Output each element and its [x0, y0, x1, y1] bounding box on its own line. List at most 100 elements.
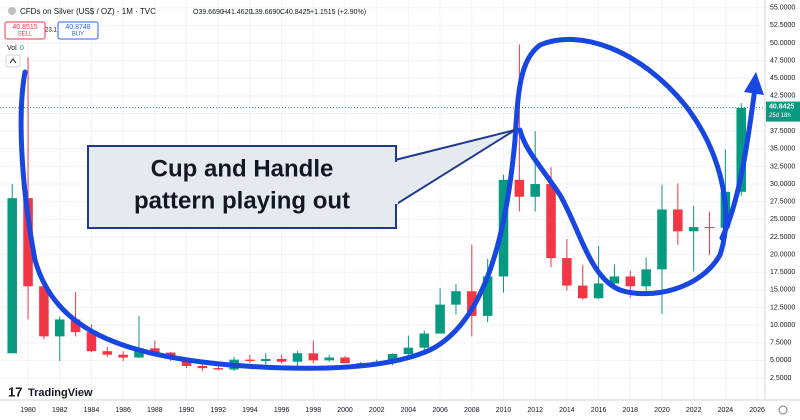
candle-body — [86, 332, 97, 352]
x-tick-label: 2020 — [654, 407, 670, 414]
buy-price: 40.8748 — [65, 24, 90, 31]
y-tick-label: 20.0000 — [770, 251, 795, 258]
y-tick-label: 22.5000 — [770, 234, 795, 241]
candle-body — [213, 368, 223, 370]
candle-body — [39, 286, 49, 337]
x-tick-label: 2000 — [337, 407, 353, 414]
collapse-button[interactable] — [5, 54, 21, 68]
x-tick-label: 2002 — [369, 407, 385, 414]
x-tick-label: 2006 — [432, 407, 448, 414]
spread: 23.1 — [45, 28, 57, 34]
x-tick-label: 1980 — [20, 407, 36, 414]
x-tick-label: 1994 — [242, 407, 258, 414]
candle-body — [467, 291, 477, 316]
candle-body — [435, 304, 445, 334]
sell-label: SELL — [18, 32, 33, 38]
x-tick-label: 1988 — [147, 407, 163, 414]
x-tick-label: 2014 — [559, 407, 575, 414]
candle-body — [736, 107, 746, 192]
candle-body — [546, 184, 556, 259]
candle-body — [70, 319, 81, 333]
y-tick-label: 42.5000 — [770, 93, 795, 100]
candle-body — [276, 358, 287, 362]
sell-price: 40.8515 — [12, 24, 37, 31]
annotation-line: Cup and Handle — [151, 155, 334, 182]
buy-label: BUY — [72, 32, 84, 38]
candle-body — [482, 276, 493, 316]
x-tick-label: 2008 — [464, 407, 480, 414]
x-tick-label: 2012 — [527, 407, 543, 414]
ohlc-low: L39.6690 — [251, 9, 280, 16]
ohlc-open: O39.6690 — [193, 9, 224, 16]
x-tick-label: 1998 — [306, 407, 322, 414]
y-tick-label: 50.0000 — [770, 40, 795, 47]
candle-body — [134, 348, 144, 358]
y-tick-label: 12.5000 — [770, 304, 795, 311]
candle-body — [403, 347, 414, 354]
candle-body — [530, 184, 540, 197]
candle-body — [150, 348, 160, 353]
candle-body — [54, 319, 65, 337]
candle-body — [118, 354, 128, 358]
candle-body — [577, 285, 588, 299]
candle-body — [102, 351, 113, 355]
ohlc-high: H41.4620 — [222, 9, 252, 16]
candle-body — [23, 198, 33, 287]
candle-body — [292, 353, 303, 362]
candle-body — [451, 291, 461, 305]
y-tick-label: 7.5000 — [770, 340, 792, 347]
callout-box — [87, 145, 397, 229]
y-tick-label: 45.0000 — [770, 75, 795, 82]
y-tick-label: 52.5000 — [770, 22, 795, 29]
cup-handle-stroke — [18, 36, 729, 371]
candle-body — [688, 227, 699, 232]
y-tick-label: 37.5000 — [770, 128, 795, 135]
settings-icon[interactable] — [778, 405, 788, 415]
candle-body — [625, 276, 636, 287]
sell-button[interactable] — [4, 21, 46, 40]
candle-body — [324, 357, 334, 361]
brand-logo: 17 — [8, 384, 22, 399]
candle-body — [641, 269, 651, 287]
x-tick-label: 1982 — [52, 407, 68, 414]
symbol-title: CFDs on Silver (US$ / OZ) · 1M · TVC — [20, 7, 156, 16]
ohlc-change: +1.1515 (+2.90%) — [310, 9, 366, 16]
last-price-tag — [766, 101, 800, 122]
y-tick-label: 25.0000 — [770, 216, 795, 223]
y-tick-label: 47.5000 — [770, 57, 795, 64]
candle-body — [245, 359, 255, 362]
collapse-icon — [9, 58, 17, 64]
y-tick-label: 32.5000 — [770, 163, 795, 170]
volume-label: Vol — [7, 45, 17, 52]
x-tick-label: 2022 — [686, 407, 702, 414]
arrow-head — [744, 72, 764, 95]
buy-button[interactable] — [57, 21, 99, 40]
candle-body — [593, 283, 604, 299]
y-tick-label: 5.0000 — [770, 357, 792, 364]
arrow-stroke — [719, 85, 758, 241]
y-tick-label: 17.5000 — [770, 269, 795, 276]
candle-body — [609, 276, 620, 284]
x-tick-label: 2016 — [591, 407, 607, 414]
y-tick-label: 2.5000 — [770, 375, 792, 382]
y-tick-label: 55.0000 — [770, 5, 795, 12]
x-tick-label: 1992 — [210, 407, 226, 414]
candle-body — [197, 365, 208, 369]
volume-value: 0 — [20, 45, 24, 52]
candle-body — [419, 333, 430, 348]
x-tick-label: 2018 — [622, 407, 638, 414]
y-tick-label: 15.0000 — [770, 287, 795, 294]
y-tick-label: 35.0000 — [770, 146, 795, 153]
candle-body — [704, 227, 715, 229]
countdown-label: 25d 18h — [769, 113, 791, 119]
brand-name: TradingView — [28, 387, 93, 399]
symbol-icon — [8, 7, 16, 15]
candle-body — [7, 198, 17, 354]
candle-body — [340, 357, 350, 364]
y-tick-label: 27.5000 — [770, 199, 795, 206]
ohlc-close: C40.8425 — [280, 9, 310, 16]
candle-body — [673, 209, 683, 232]
candle-body — [387, 353, 398, 362]
axes: 2.5000 5.0000 7.5000 10.0000 12.5000 15.0000 1… — [20, 5, 800, 414]
